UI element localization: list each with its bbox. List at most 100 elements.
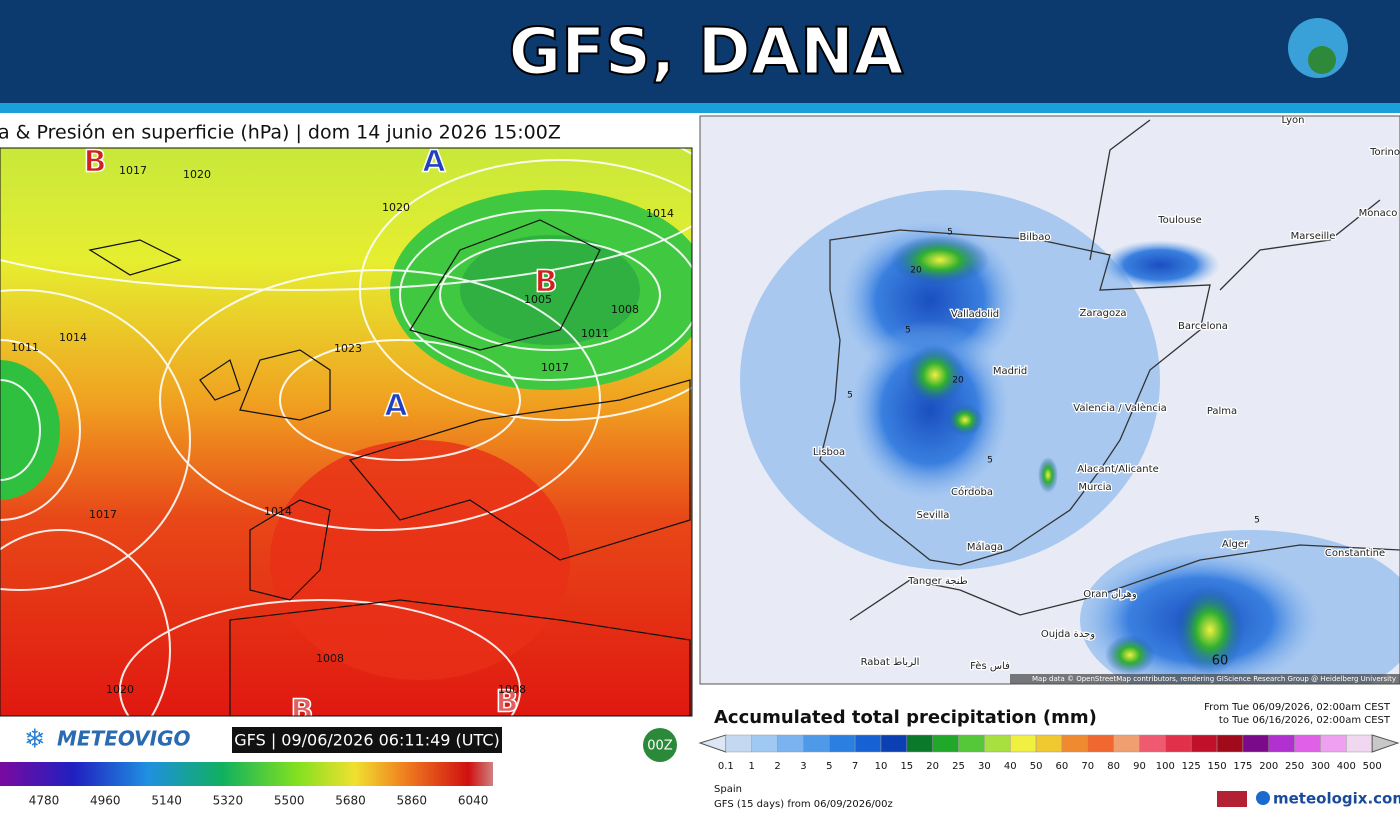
colorbar-segment xyxy=(751,734,778,753)
colorbar-segment xyxy=(932,734,959,753)
colorbar-arrow xyxy=(1371,734,1400,753)
contour-label: 20 xyxy=(952,376,964,386)
contour-label: 60 xyxy=(1212,654,1229,669)
colorbar-segment xyxy=(1268,734,1295,753)
colorbar-tick: 5140 xyxy=(151,794,182,808)
isobar-label: 1005 xyxy=(524,293,552,306)
page-title: GFS, DANA xyxy=(509,16,904,90)
precip-tick: 5 xyxy=(826,761,832,772)
colorbar-segment xyxy=(1113,734,1140,753)
precip-tick: 40 xyxy=(1004,761,1017,772)
city-label: Madrid xyxy=(993,366,1027,377)
colorbar-segment xyxy=(1009,734,1037,753)
colorbar-tick: 4780 xyxy=(29,794,60,808)
precip-tick: 20 xyxy=(926,761,939,772)
colorbar-segment xyxy=(725,734,752,753)
colorbar-segment xyxy=(803,734,830,753)
precip-tick: 1 xyxy=(749,761,755,772)
flag xyxy=(1217,791,1247,807)
colorbar-arrow xyxy=(698,734,727,753)
legend-range-from: From Tue 06/09/2026, 02:00am CEST xyxy=(1204,702,1391,713)
contour-label: 5 xyxy=(905,326,911,336)
city-label: Lisboa xyxy=(813,447,845,458)
colorbar-segment xyxy=(1061,734,1089,753)
colorbar-tick: 5860 xyxy=(397,794,428,808)
timestamp: GFS | 09/06/2026 06:11:49 (UTC) xyxy=(234,731,500,750)
pressure-center: B xyxy=(291,694,314,729)
contour-label: 20 xyxy=(910,266,922,276)
colorbar-segment xyxy=(906,734,933,753)
logo xyxy=(1288,18,1348,78)
legend-title: Accumulated total precipitation (mm) xyxy=(714,707,1097,728)
colorbar-tick: 6040 xyxy=(458,794,489,808)
isobar-label: 1008 xyxy=(498,683,526,696)
isobar-label: 1014 xyxy=(646,207,674,220)
colorbar-segment xyxy=(984,734,1011,753)
isobar-label: 1014 xyxy=(59,331,87,344)
isobar-label: 1020 xyxy=(183,168,211,181)
attribution-bg xyxy=(1010,674,1400,684)
contour-label: 5 xyxy=(1254,516,1260,526)
pressure-center: A xyxy=(422,145,446,180)
svg-text:❄: ❄ xyxy=(24,725,46,755)
left-map-title: a & Presión en superficie (hPa) | dom 14… xyxy=(0,122,561,144)
contour-label: 5 xyxy=(847,391,853,401)
precip-tick: 25 xyxy=(952,761,965,772)
precip-tick: 400 xyxy=(1337,761,1356,772)
legend-range-to: to Tue 06/16/2026, 02:00am CEST xyxy=(1219,715,1391,726)
colorbar-segment xyxy=(854,734,882,753)
colorbar-tick: 5320 xyxy=(213,794,244,808)
precip-tick: 80 xyxy=(1107,761,1120,772)
pressure-center: B xyxy=(535,265,558,300)
city-label: Alacant/Alicante xyxy=(1077,464,1158,475)
region: Spain xyxy=(714,784,742,795)
precip-tick: 500 xyxy=(1363,761,1382,772)
pressure-center: A xyxy=(384,389,408,424)
left-map-frame xyxy=(0,147,693,717)
precip-colorbar: 0.1 1 2 3 5 7 10 15 20 25 30 40 50 60 70 80 90 100 125 150 1… xyxy=(698,734,1400,772)
precip-tick: 30 xyxy=(978,761,991,772)
precip-tick: 3 xyxy=(800,761,806,772)
isobar-label: 1014 xyxy=(264,505,292,518)
city-label: Lyon xyxy=(1281,115,1304,126)
contour-label: 5 xyxy=(947,228,953,238)
precip-tick: 0.1 xyxy=(718,761,734,772)
isobar-label: 1008 xyxy=(316,652,344,665)
colorbar-tick: 5500 xyxy=(274,794,305,808)
city-label: Tanger طنجة xyxy=(907,576,968,587)
colorbar-tick: 5680 xyxy=(335,794,366,808)
city-label: Valencia / València xyxy=(1073,402,1166,414)
isobar-label: 1023 xyxy=(334,342,362,355)
isobar-label: 1020 xyxy=(106,683,134,696)
contour-label: 5 xyxy=(987,456,993,466)
colorbar-segment xyxy=(1346,734,1373,753)
brand: METEOVIGO xyxy=(57,727,191,751)
city-label: Oujda وجدة xyxy=(1041,629,1095,640)
precip-tick: 150 xyxy=(1207,761,1226,772)
city-label: Marseille xyxy=(1291,231,1336,242)
colorbar-segment xyxy=(777,734,804,753)
precip-tick: 70 xyxy=(1081,761,1094,772)
run-badge: 00Z xyxy=(647,739,673,754)
header-bar xyxy=(0,0,1400,103)
isobar-label: 1017 xyxy=(89,508,117,521)
isobar-label: 1020 xyxy=(382,201,410,214)
pressure-center: B xyxy=(84,145,107,180)
precip-tick: 175 xyxy=(1233,761,1252,772)
city-label: Monaco xyxy=(1359,208,1398,219)
city-label: Murcia xyxy=(1078,482,1111,493)
right-map: Lyon Torino Monaco Toulouse Marseille Bilbao Z… xyxy=(700,115,1400,684)
precip-tick: 60 xyxy=(1056,761,1069,772)
city-label: Alger xyxy=(1222,539,1249,550)
colorbar-segment xyxy=(1294,734,1321,753)
colorbar-segment xyxy=(880,734,908,753)
city-label: Fès فاس xyxy=(970,660,1010,672)
city-label: Málaga xyxy=(967,541,1003,553)
brand-icon xyxy=(1256,791,1270,805)
colorbar-segment xyxy=(1139,734,1166,753)
colorbar-segment xyxy=(958,734,985,753)
colorbar-segment xyxy=(1242,734,1269,753)
city-label: Constantine xyxy=(1325,548,1385,559)
isobar-label: 1017 xyxy=(119,164,147,177)
